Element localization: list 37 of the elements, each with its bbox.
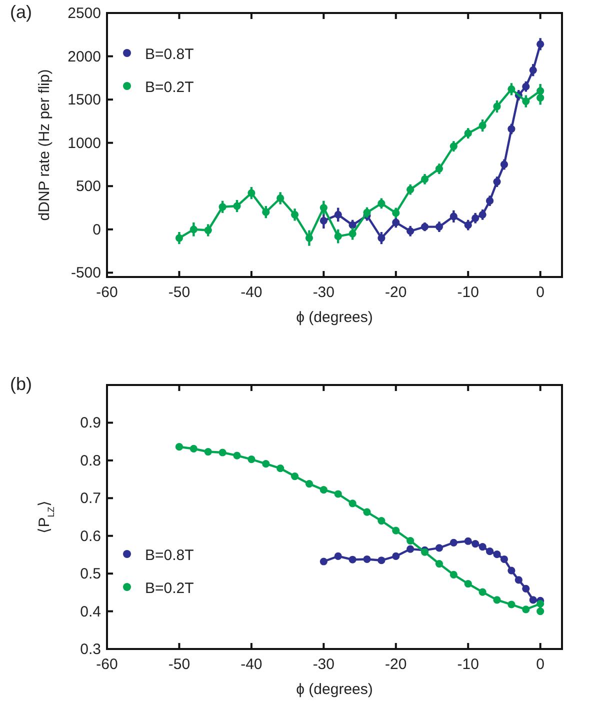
y-tick-label: 500 — [76, 178, 101, 196]
y-tick-label: 0.7 — [80, 490, 101, 508]
x-tick-label: -20 — [385, 284, 407, 301]
x-tick-label: -30 — [312, 284, 335, 301]
x-tick-label: -20 — [385, 656, 407, 673]
x-tick-label: -50 — [168, 656, 190, 673]
y-tick-label: 1000 — [68, 134, 101, 152]
y-tick-label: 0.9 — [80, 414, 101, 432]
x-tick-label: -50 — [168, 284, 190, 301]
x-tick-label: 0 — [536, 284, 545, 301]
y-tick-label: -500 — [70, 264, 101, 282]
x-tick-label: -30 — [312, 656, 335, 673]
y-tick-label: 0.4 — [80, 603, 101, 620]
x-tick-label: -40 — [240, 284, 262, 301]
chart-title: (a) — [10, 2, 32, 22]
y-tick-label: 0.8 — [80, 452, 101, 470]
x-tick-label: -10 — [457, 656, 479, 673]
x-tick-label: 0 — [536, 656, 545, 673]
x-tick-label: -60 — [96, 284, 118, 301]
x-tick-label: -10 — [457, 284, 479, 301]
y-tick-label: 0.3 — [80, 641, 101, 658]
y-tick-label: 2500 — [68, 5, 101, 22]
y-tick-label: 2000 — [68, 48, 101, 66]
x-axis-title: ϕ (degrees) — [296, 309, 373, 326]
x-axis-title: ϕ (degrees) — [296, 681, 373, 698]
legend-label: B=0.8T — [145, 547, 194, 564]
x-tick-label: -60 — [96, 656, 118, 673]
y-tick-label: 0.6 — [80, 528, 101, 545]
legend-label: B=0.2T — [145, 79, 194, 96]
x-tick-label: -40 — [240, 656, 262, 673]
legend-label: B=0.2T — [145, 580, 194, 597]
y-axis-title: dDNP rate (Hz per flip) — [36, 69, 53, 221]
y-tick-label: 0 — [92, 221, 101, 238]
y-tick-label: 1500 — [68, 92, 101, 109]
y-tick-label: 0.5 — [80, 566, 101, 583]
legend-label: B=0.8T — [145, 46, 194, 63]
chart-title: (b) — [10, 374, 32, 394]
